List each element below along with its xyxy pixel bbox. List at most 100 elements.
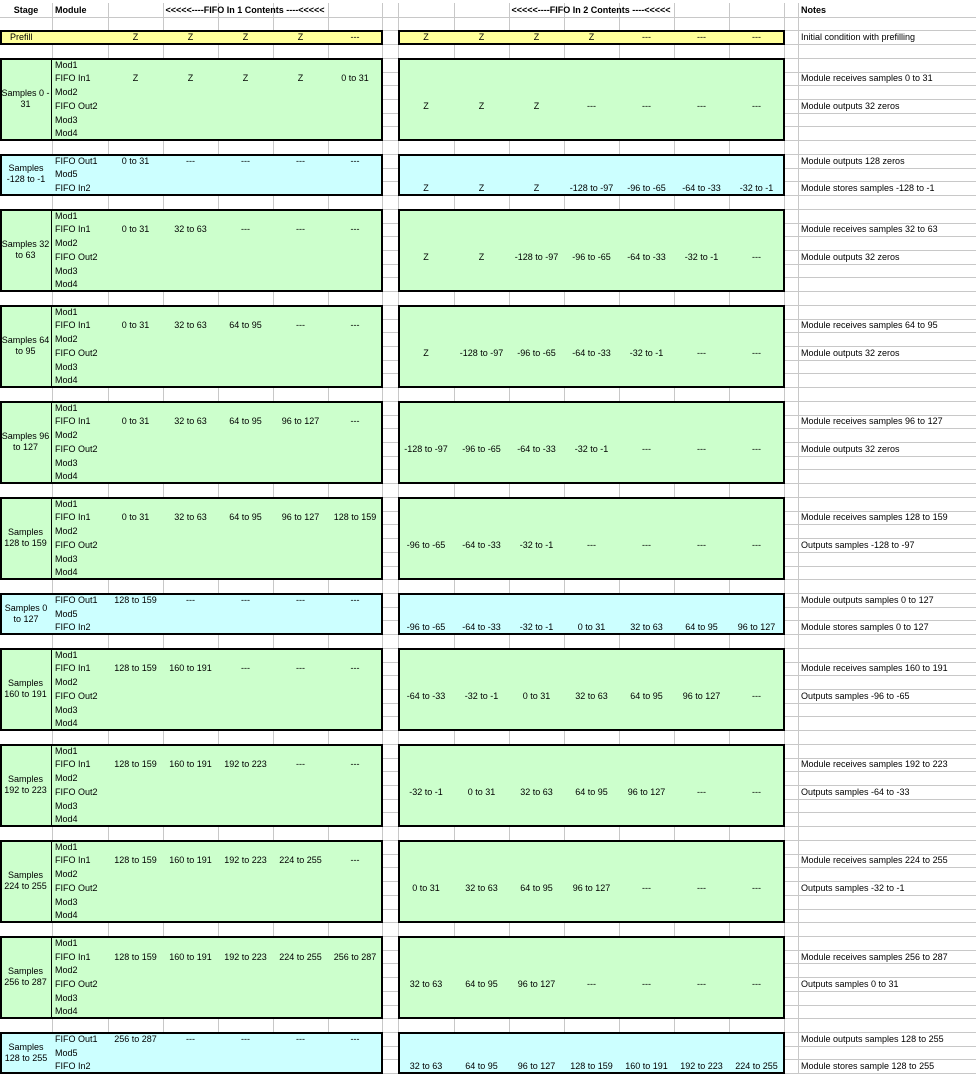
grid-cell[interactable] xyxy=(784,908,799,924)
fifo1-cell[interactable] xyxy=(273,167,329,183)
fifo1-cell[interactable] xyxy=(273,812,329,828)
fifo2-cell[interactable] xyxy=(674,757,730,773)
grid-cell[interactable] xyxy=(108,579,164,594)
grid-cell[interactable] xyxy=(382,935,399,951)
fifo2-cell[interactable]: -32 to -1 xyxy=(619,346,675,361)
fifo2-cell[interactable] xyxy=(729,1004,785,1020)
grid-cell[interactable] xyxy=(382,702,399,718)
fifo2-cell[interactable] xyxy=(454,867,510,883)
fifo1-cell[interactable] xyxy=(328,881,383,896)
grid-cell[interactable] xyxy=(382,195,399,210)
fifo2-cell[interactable] xyxy=(564,867,620,883)
fifo2-cell[interactable] xyxy=(729,414,785,430)
fifo1-cell[interactable] xyxy=(328,839,383,855)
fifo1-cell[interactable] xyxy=(328,977,383,992)
fifo2-cell[interactable] xyxy=(564,126,620,142)
grid-cell[interactable] xyxy=(328,922,383,937)
fifo2-cell[interactable]: -96 to -65 xyxy=(619,181,675,197)
fifo2-cell[interactable] xyxy=(619,592,675,608)
grid-cell[interactable] xyxy=(784,126,799,142)
fifo2-cell[interactable] xyxy=(509,524,565,540)
grid-cell[interactable] xyxy=(798,758,976,773)
fifo2-cell[interactable] xyxy=(674,702,730,718)
fifo2-cell[interactable] xyxy=(619,112,675,128)
grid-cell[interactable] xyxy=(564,634,620,649)
grid-cell[interactable] xyxy=(729,922,785,937)
grid-cell[interactable] xyxy=(564,579,620,594)
fifo1-cell[interactable] xyxy=(218,85,274,101)
grid-cell[interactable] xyxy=(108,291,164,306)
fifo2-cell[interactable]: --- xyxy=(674,538,730,553)
fifo1-cell[interactable]: 32 to 63 xyxy=(163,222,219,238)
fifo1-cell[interactable]: --- xyxy=(273,592,329,608)
fifo1-cell[interactable]: --- xyxy=(273,222,329,238)
fifo2-cell[interactable] xyxy=(398,524,455,540)
fifo2-cell[interactable] xyxy=(398,332,455,347)
fifo1-cell[interactable] xyxy=(218,57,274,73)
fifo1-cell[interactable] xyxy=(218,798,274,814)
grid-cell[interactable] xyxy=(382,277,399,293)
grid-cell[interactable] xyxy=(382,1032,399,1047)
fifo1-cell[interactable] xyxy=(163,538,219,553)
fifo1-cell[interactable]: 96 to 127 xyxy=(273,414,329,430)
fifo1-cell[interactable] xyxy=(328,894,383,910)
grid-cell[interactable] xyxy=(798,250,976,265)
fifo2-cell[interactable] xyxy=(564,1004,620,1020)
grid-cell[interactable] xyxy=(509,579,565,594)
fifo2-cell[interactable] xyxy=(454,1045,510,1061)
fifo2-cell[interactable] xyxy=(619,373,675,389)
grid-cell[interactable] xyxy=(0,730,53,745)
fifo2-cell[interactable] xyxy=(454,208,510,224)
fifo2-cell[interactable] xyxy=(674,236,730,251)
fifo1-cell[interactable] xyxy=(328,908,383,924)
grid-cell[interactable] xyxy=(398,730,455,745)
fifo1-cell[interactable] xyxy=(218,346,274,361)
fifo2-cell[interactable] xyxy=(729,263,785,279)
fifo2-cell[interactable] xyxy=(398,990,455,1006)
grid-cell[interactable] xyxy=(382,647,399,663)
fifo1-cell[interactable] xyxy=(273,442,329,457)
fifo1-cell[interactable]: --- xyxy=(328,318,383,334)
grid-cell[interactable] xyxy=(784,551,799,567)
grid-cell[interactable] xyxy=(382,579,399,594)
fifo2-cell[interactable] xyxy=(454,798,510,814)
grid-cell[interactable] xyxy=(784,249,799,265)
grid-cell[interactable] xyxy=(382,16,399,32)
grid-cell[interactable] xyxy=(509,140,565,155)
fifo2-cell[interactable] xyxy=(619,949,675,965)
fifo1-cell[interactable] xyxy=(328,743,383,759)
fifo2-cell[interactable] xyxy=(729,798,785,814)
fifo2-cell[interactable] xyxy=(564,716,620,732)
grid-cell[interactable] xyxy=(798,648,976,663)
fifo1-cell[interactable] xyxy=(218,839,274,855)
grid-cell[interactable] xyxy=(382,400,399,416)
fifo1-cell[interactable] xyxy=(108,551,164,567)
grid-cell[interactable] xyxy=(163,922,219,937)
fifo1-cell[interactable] xyxy=(108,785,164,800)
fifo1-cell[interactable] xyxy=(108,1004,164,1020)
fifo2-cell[interactable] xyxy=(564,332,620,347)
grid-cell[interactable] xyxy=(218,483,274,498)
grid-cell[interactable] xyxy=(454,826,510,841)
grid-cell[interactable] xyxy=(619,140,675,155)
fifo1-cell[interactable] xyxy=(163,442,219,457)
grid-cell[interactable] xyxy=(798,922,976,937)
fifo2-cell[interactable]: 0 to 31 xyxy=(509,689,565,704)
fifo2-cell[interactable] xyxy=(619,757,675,773)
fifo1-cell[interactable] xyxy=(273,57,329,73)
fifo1-cell[interactable] xyxy=(218,263,274,279)
grid-cell[interactable] xyxy=(784,634,799,649)
grid-cell[interactable] xyxy=(382,592,399,608)
fifo1-cell[interactable] xyxy=(163,812,219,828)
fifo1-cell[interactable] xyxy=(108,57,164,73)
grid-cell[interactable] xyxy=(784,291,799,306)
grid-cell[interactable] xyxy=(564,730,620,745)
fifo1-cell[interactable] xyxy=(163,57,219,73)
fifo2-cell[interactable] xyxy=(509,853,565,869)
fifo2-cell[interactable] xyxy=(454,894,510,910)
fifo2-cell[interactable] xyxy=(674,908,730,924)
grid-cell[interactable] xyxy=(784,263,799,279)
grid-cell[interactable] xyxy=(382,496,399,512)
fifo2-cell[interactable]: --- xyxy=(729,977,785,992)
fifo2-cell[interactable] xyxy=(619,469,675,485)
